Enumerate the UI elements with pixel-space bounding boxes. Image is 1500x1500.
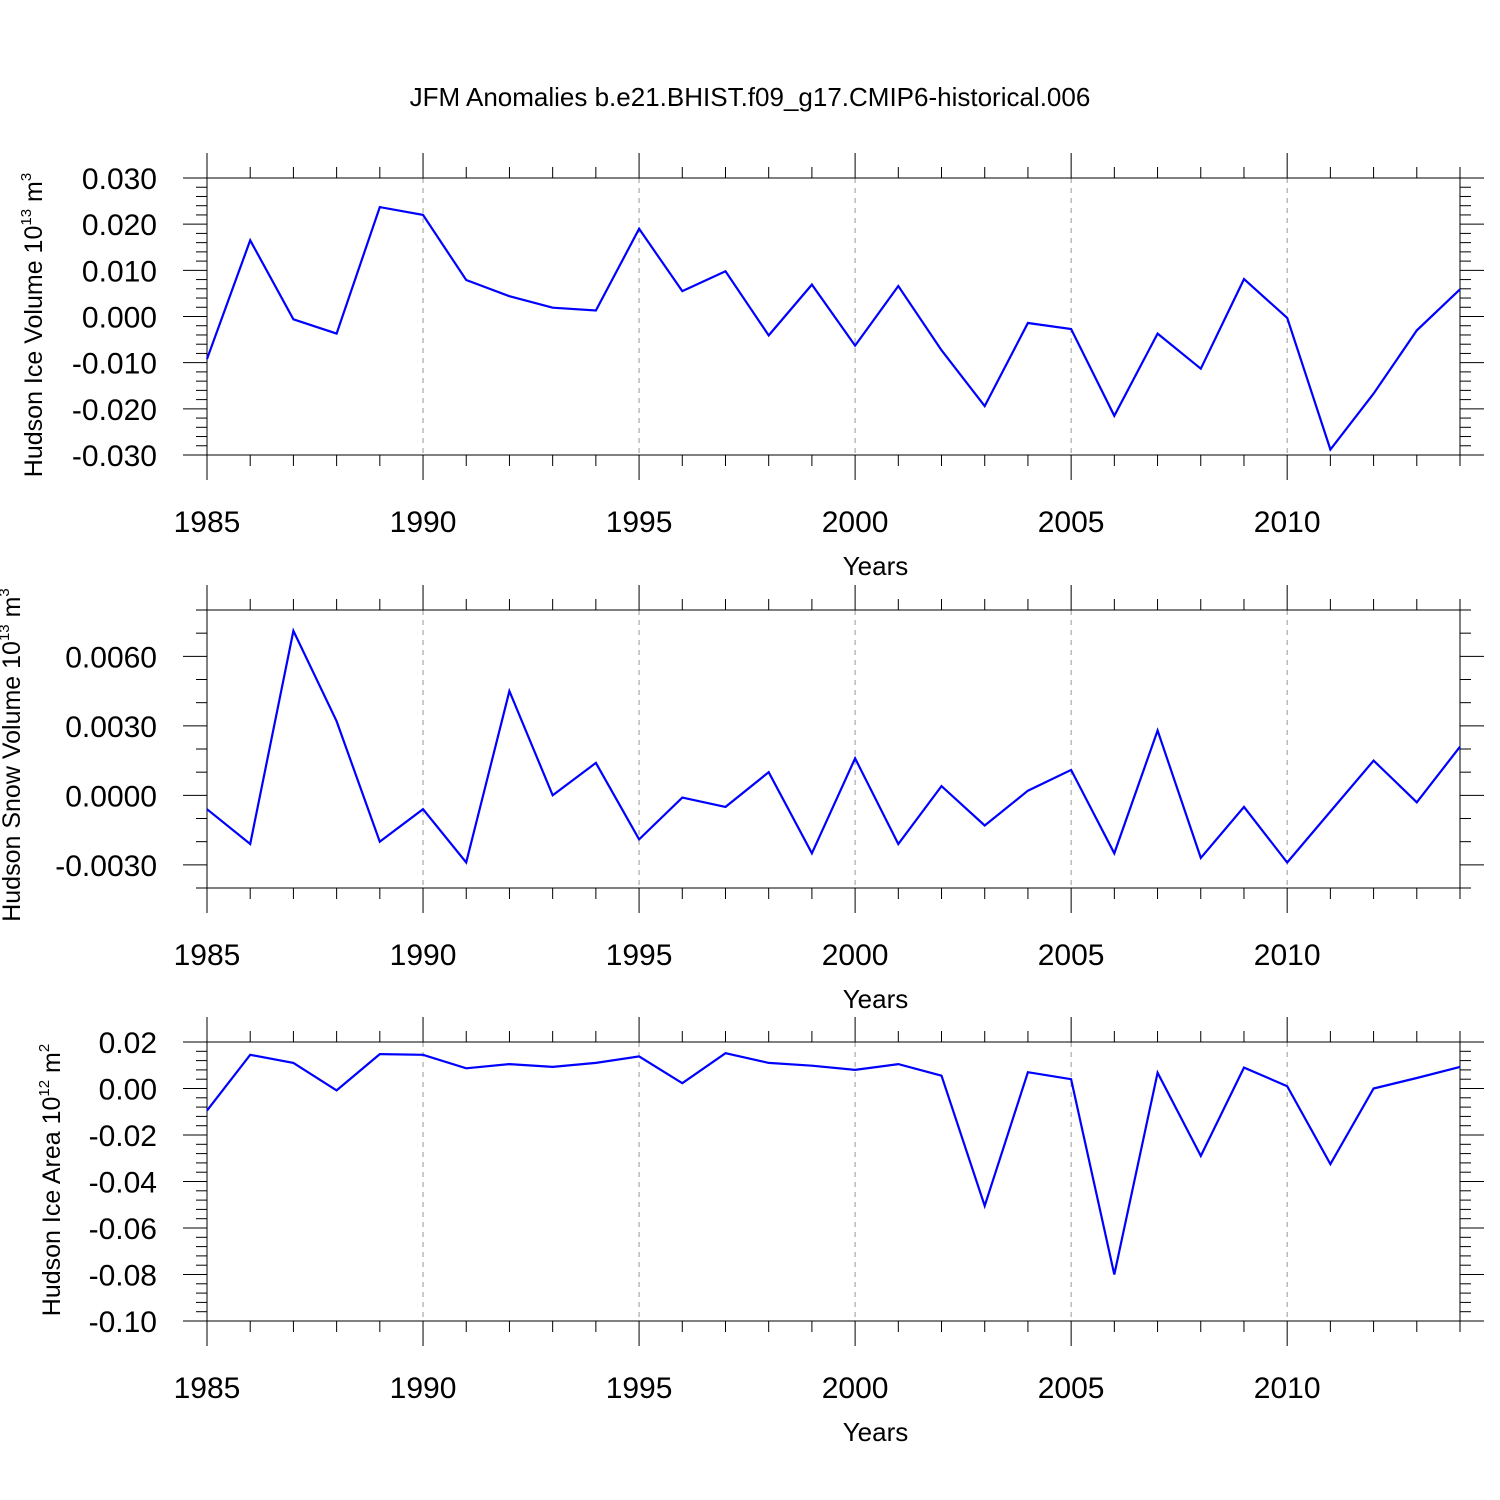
panel-2: 1985 1990 1995 2000 2005 2010 Years -0.0030 0.00… [0, 585, 1484, 1014]
y-tick-label: 0.000 [82, 302, 157, 335]
y-tick-label: -0.04 [89, 1167, 157, 1200]
x-tick-label: 1995 [606, 1372, 673, 1405]
y-axis-label-text: m [20, 181, 48, 209]
y-axis-label-text: Hudson Ice Volume 10 [20, 226, 48, 478]
y-axis-label-text: m [0, 597, 26, 625]
x-tick-label: 2005 [1038, 506, 1105, 539]
plots: 1985 1990 1995 2000 2005 2010 Years -0.030 -0.02… [0, 153, 1484, 1447]
y-axis-label-superscript: 3 [18, 173, 35, 181]
x-tick-label: 1985 [174, 1372, 241, 1405]
y-tick-label: -0.10 [89, 1306, 157, 1339]
y-axis-label: Hudson Snow Volume 1013 m3 [0, 588, 26, 922]
x-tick-label: 1985 [174, 506, 241, 539]
x-axis-label: Years [843, 1417, 909, 1447]
y-tick-label: 0.0000 [65, 780, 157, 813]
x-axis-label: Years [843, 984, 909, 1014]
y-axis-label-superscript: 12 [36, 1080, 53, 1097]
x-tick-label: 1990 [390, 1372, 457, 1405]
y-axis-label-text: Hudson Ice Area 10 [38, 1097, 66, 1317]
y-tick-label: -0.06 [89, 1213, 157, 1246]
x-tick-label: 2010 [1254, 1372, 1321, 1405]
x-tick-label: 2000 [822, 1372, 889, 1405]
x-tick-label: 1995 [606, 506, 673, 539]
y-axis-label-superscript: 2 [36, 1044, 53, 1052]
chart-title: JFM Anomalies b.e21.BHIST.f09_g17.CMIP6-… [410, 82, 1091, 112]
y-tick-label: -0.010 [72, 348, 157, 381]
y-tick-label: 0.010 [82, 255, 157, 288]
y-tick-label: 0.020 [82, 209, 157, 242]
panel-1: 1985 1990 1995 2000 2005 2010 Years -0.030 -0.02… [18, 153, 1484, 581]
y-tick-label: 0.030 [82, 163, 157, 196]
y-tick-label: -0.030 [72, 440, 157, 473]
y-tick-label: 0.00 [99, 1074, 157, 1107]
x-tick-label: 2010 [1254, 506, 1321, 539]
x-tick-label: 2010 [1254, 939, 1321, 972]
y-tick-label: -0.02 [89, 1120, 157, 1153]
plot-frame [206, 1041, 1461, 1322]
series-line [206, 1052, 1461, 1275]
x-tick-label: 2000 [822, 939, 889, 972]
y-tick-label: -0.020 [72, 394, 157, 427]
x-tick-label: 2005 [1038, 939, 1105, 972]
x-tick-label: 1990 [390, 939, 457, 972]
x-tick-label: 1985 [174, 939, 241, 972]
y-axis-label-superscript: 13 [18, 209, 35, 226]
x-tick-label: 1995 [606, 939, 673, 972]
y-axis-label-text: Hudson Snow Volume 10 [0, 641, 26, 922]
y-axis-label: Hudson Ice Volume 1013 m3 [18, 173, 48, 477]
y-axis-label-superscript: 3 [0, 588, 13, 596]
x-tick-label: 1990 [390, 506, 457, 539]
series-line [205, 205, 1461, 452]
y-tick-label: 0.02 [99, 1027, 157, 1060]
x-tick-label: 2000 [822, 506, 889, 539]
x-tick-label: 2005 [1038, 1372, 1105, 1405]
series-line [206, 627, 1461, 865]
x-axis-label: Years [843, 551, 909, 581]
panel-3: 1985 1990 1995 2000 2005 2010 Years -0.10 -0.08 -… [36, 1017, 1484, 1447]
y-tick-label: 0.0060 [65, 641, 157, 674]
y-axis-label: Hudson Ice Area 1012 m2 [36, 1044, 66, 1316]
y-axis-label-superscript: 13 [0, 624, 13, 641]
plot-frame [206, 609, 1461, 889]
y-tick-label: 0.0030 [65, 711, 157, 744]
y-axis-label-text: m [38, 1052, 66, 1080]
y-tick-label: -0.0030 [55, 850, 157, 883]
y-tick-label: -0.08 [89, 1260, 157, 1293]
